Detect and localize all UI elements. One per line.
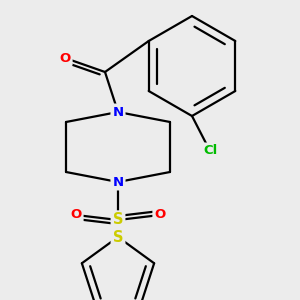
- Text: O: O: [59, 52, 70, 64]
- Text: S: S: [113, 212, 123, 227]
- Text: Cl: Cl: [203, 145, 217, 158]
- Text: N: N: [112, 176, 124, 188]
- Text: O: O: [154, 208, 166, 221]
- Text: S: S: [113, 230, 123, 244]
- Text: N: N: [112, 106, 124, 118]
- Text: O: O: [70, 208, 82, 221]
